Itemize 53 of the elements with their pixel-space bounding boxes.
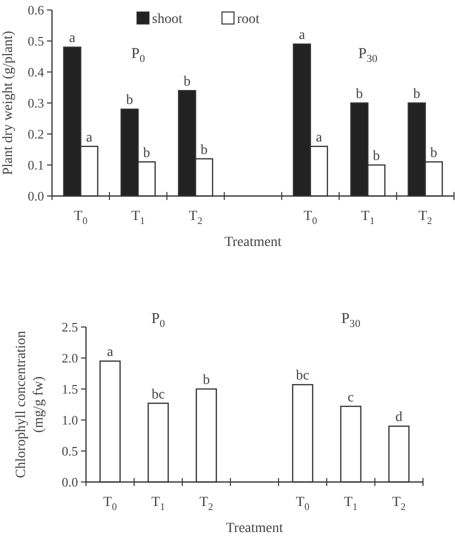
data-label: b <box>126 93 134 108</box>
y-axis-title: Plant dry weight (g/plant) <box>1 30 16 176</box>
data-label: b <box>430 146 438 161</box>
y-tick-label: 0.3 <box>28 96 44 111</box>
legend-label: shoot <box>152 12 182 27</box>
legend-label: root <box>237 12 260 27</box>
data-label: a <box>316 130 323 146</box>
data-label: b <box>143 146 150 161</box>
y-tick-label: 0.6 <box>28 2 44 18</box>
data-label: bc <box>152 387 165 402</box>
y-tick-label: 1.5 <box>62 382 78 397</box>
x-tick-label: T$_{2}$ <box>200 495 214 512</box>
y-tick-label: 0.5 <box>28 34 44 49</box>
data-label: b <box>372 149 380 164</box>
data-label: b <box>202 373 210 388</box>
annotation: P$_{30}$ <box>358 46 378 65</box>
y-tick-label: 0.1 <box>28 158 44 173</box>
annotation: P$_{0}$ <box>151 311 166 330</box>
y-tick-label: 2.0 <box>62 350 78 366</box>
y-tick-label: 0.0 <box>62 474 78 490</box>
x-tick-label: T$_{0}$ <box>74 209 88 226</box>
x-axis-title: Treatment <box>226 521 284 536</box>
y-tick-label: 0.4 <box>28 64 44 80</box>
x-tick-label: T$_{1}$ <box>344 495 358 512</box>
data-label: bc <box>296 368 310 384</box>
data-label: a <box>298 28 306 44</box>
x-tick-label: T$_{2}$ <box>392 495 406 512</box>
data-label: b <box>356 87 363 102</box>
y-tick-label: 0.2 <box>28 126 44 142</box>
data-label: a <box>106 345 114 360</box>
y-tick-label: 2.5 <box>62 320 78 335</box>
x-tick-label: T$_{2}$ <box>418 209 432 226</box>
data-label: d <box>395 410 402 426</box>
x-tick-label: T$_{0}$ <box>296 495 310 512</box>
x-tick-label: T$_{0}$ <box>304 209 318 226</box>
annotation: P$_{0}$ <box>131 46 146 65</box>
y-tick-label: 1.0 <box>62 412 78 428</box>
data-label: b <box>413 87 420 102</box>
data-label: a <box>69 31 76 46</box>
data-label: b <box>184 74 191 90</box>
x-tick-label: T$_{1}$ <box>131 209 145 226</box>
x-tick-label: T$_{1}$ <box>361 209 375 226</box>
x-tick-label: T$_{2}$ <box>188 209 202 226</box>
data-label: a <box>86 130 94 146</box>
annotation: P$_{30}$ <box>341 311 360 330</box>
y-axis-title: Chlorophyll concentration (mg/g fw) <box>14 330 47 478</box>
data-label: b <box>200 142 208 158</box>
data-label: c <box>348 390 354 406</box>
x-tick-label: T$_{1}$ <box>151 495 166 512</box>
y-tick-label: 0.5 <box>62 444 78 459</box>
x-tick-label: T$_{0}$ <box>103 495 117 512</box>
x-axis-title: Treatment <box>224 235 282 250</box>
y-tick-label: 0.0 <box>28 188 44 204</box>
